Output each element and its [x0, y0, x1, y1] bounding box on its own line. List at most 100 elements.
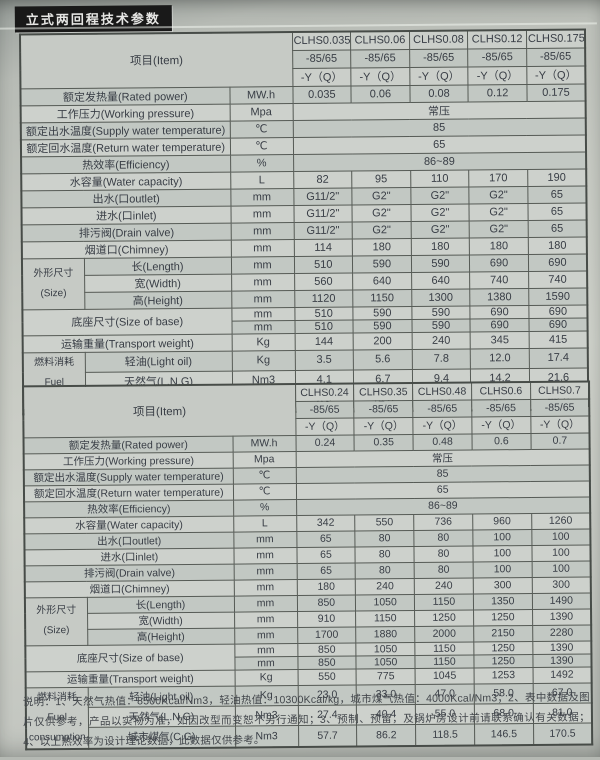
- value-cell: 590: [411, 305, 471, 320]
- unit-cell: ℃: [229, 120, 293, 138]
- value-cell: 65: [528, 219, 587, 238]
- value-cell: 1250: [414, 609, 474, 627]
- value-cell: G11/2": [293, 204, 353, 223]
- value-cell: 736: [413, 513, 473, 531]
- value-cell: 170: [468, 169, 528, 187]
- row-label: 热效率(Efficiency): [21, 154, 231, 174]
- value-cell: 510: [294, 306, 354, 321]
- value-cell: G2": [469, 203, 529, 221]
- value-cell: G2": [351, 187, 411, 205]
- type-code-header: -Y（Q）: [412, 416, 472, 435]
- value-cell: 100: [472, 544, 532, 562]
- value-cell: 180: [528, 236, 587, 255]
- value-cell: 510: [294, 319, 354, 334]
- value-cell: 240: [355, 578, 415, 595]
- unit-cell: MW.h: [232, 435, 296, 452]
- value-cell: 1150: [414, 593, 474, 611]
- unit-cell: mm: [233, 595, 298, 612]
- value-cell: 1050: [355, 594, 415, 611]
- value-cell: 240: [414, 577, 474, 595]
- value-cell: 560: [294, 272, 353, 291]
- row-label: 高(Height): [84, 290, 232, 309]
- value-cell: 740: [469, 271, 529, 289]
- value-cell: 80: [355, 530, 415, 547]
- value-cell: 80: [414, 561, 474, 579]
- value-cell: 1390: [532, 653, 592, 667]
- value-cell: 1250: [473, 640, 533, 655]
- unit-cell: ℃: [232, 483, 297, 500]
- value-cell: G2": [469, 186, 528, 204]
- temp-range-header: -85/65: [412, 399, 472, 418]
- value-cell: 1050: [356, 655, 416, 669]
- row-label: 排污阀(Drain valve): [21, 222, 231, 242]
- unit-cell: mm: [231, 290, 295, 308]
- value-cell: 415: [528, 330, 588, 348]
- value-cell: 1700: [297, 626, 357, 644]
- row-label: 运输重量(Transport weight): [22, 333, 232, 353]
- temp-range-header: -85/65: [530, 398, 590, 416]
- value-cell: 0.08: [409, 84, 469, 103]
- type-code-header: -Y（Q）: [471, 415, 531, 434]
- type-code-header: -Y（Q）: [292, 67, 352, 87]
- value-cell: 0.175: [526, 83, 586, 102]
- row-label: 水容量(Water capacity): [21, 171, 231, 191]
- value-cell: 200: [353, 332, 412, 350]
- model-header: CLHS0.06: [350, 31, 410, 50]
- unit-cell: Mpa: [229, 103, 293, 121]
- value-cell: 80: [413, 529, 473, 547]
- value-cell: 640: [352, 272, 412, 290]
- value-cell: 0.6: [471, 432, 531, 450]
- value-cell: 80: [355, 562, 415, 579]
- value-cell: 100: [472, 560, 532, 578]
- type-code-header: -Y（Q）: [526, 65, 586, 85]
- value-cell: 590: [352, 255, 412, 273]
- value-cell: 0.035: [292, 85, 352, 104]
- value-cell: 1045: [415, 667, 475, 685]
- value-cell: 590: [411, 254, 470, 273]
- value-cell: 1390: [532, 608, 592, 625]
- value-cell: 65: [527, 185, 587, 204]
- unit-cell: mm: [230, 239, 294, 257]
- value-cell: 690: [528, 304, 588, 319]
- value-cell: 1150: [352, 289, 412, 307]
- value-cell: 80: [414, 545, 473, 563]
- value-cell: 690: [470, 305, 529, 319]
- type-code-header: -Y（Q）: [350, 67, 410, 86]
- row-label: 额定出水温度(Supply water temperature): [23, 467, 233, 486]
- value-cell: 65: [527, 202, 587, 221]
- value-cell: 1150: [355, 610, 415, 627]
- value-cell: 590: [411, 318, 471, 333]
- model-header: CLHS0.24: [295, 383, 354, 402]
- value-cell: 850: [297, 642, 357, 657]
- value-cell: 0.7: [530, 432, 590, 449]
- value-cell: 690: [470, 318, 529, 332]
- temp-range-header: -85/65: [350, 49, 410, 68]
- unit-cell: %: [233, 499, 297, 516]
- value-cell: 0.06: [351, 85, 410, 103]
- row-label: 工作压力(Working pressure): [23, 451, 233, 470]
- value-cell: 1250: [473, 653, 533, 668]
- model-header: CLHS0.35: [353, 383, 413, 401]
- value-cell: 100: [531, 544, 591, 561]
- model-header: CLHS0.7: [530, 381, 590, 399]
- unit-cell: mm: [230, 222, 294, 240]
- row-label: 底座尺寸(Size of base): [22, 307, 232, 336]
- value-cell: 0.48: [413, 433, 473, 451]
- value-cell: 850: [297, 655, 357, 670]
- row-label: 出水(口outlet): [24, 531, 234, 550]
- value-cell: 510: [293, 255, 353, 274]
- unit-cell: mm: [230, 205, 294, 223]
- model-header: CLHS0.035: [291, 31, 351, 51]
- unit-cell: mm: [233, 531, 297, 548]
- value-cell: 65: [296, 546, 356, 564]
- spec-table-small-models: 项目(Item) CLHS0.035 CLHS0.06 CLHS0.08 CLHS0.1…: [18, 28, 590, 415]
- row-label: 运输重量(Transport weight): [25, 669, 235, 688]
- unit-cell: %: [230, 154, 294, 172]
- value-cell: 590: [353, 319, 412, 333]
- value-cell: 1253: [473, 666, 533, 684]
- unit-cell: Mpa: [232, 451, 296, 468]
- value-cell: 590: [352, 306, 412, 320]
- value-cell: 65: [296, 562, 356, 580]
- value-cell: 690: [528, 253, 588, 272]
- model-header: CLHS0.08: [409, 30, 468, 50]
